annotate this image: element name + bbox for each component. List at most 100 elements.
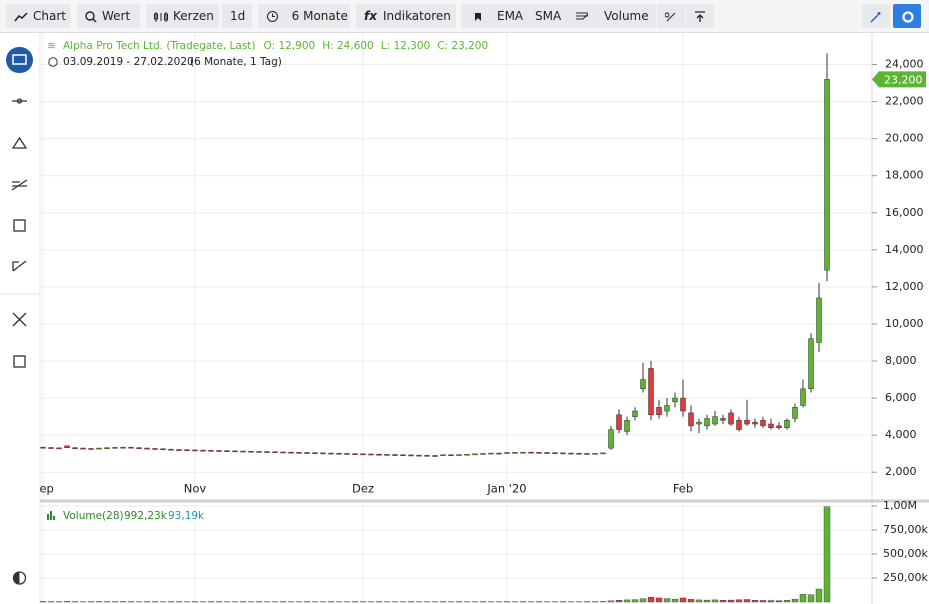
candle-body [48,447,54,449]
volume-bar [823,506,831,603]
toolbar: Chart Wert Kerzen 1d 6 Monate fx Indikato… [0,0,929,33]
volume-bar [783,600,791,603]
candle-body [336,453,342,455]
y-tick-label: 14,000 [885,243,924,256]
candle-body [352,453,358,455]
candle-body [520,451,526,454]
button-label: Chart [33,9,66,23]
chart-button[interactable]: Chart [6,4,70,28]
magic-button[interactable] [862,4,890,28]
candle-body [712,416,718,425]
candle-body [624,420,630,432]
y-tick-label: 12,000 [885,280,924,293]
candle-body [488,452,494,455]
volume-bar [647,597,655,603]
candle-body [240,450,246,453]
volume-tick-label: 500,00k [883,547,928,560]
edit-button[interactable] [657,4,685,28]
candle-body [304,452,310,454]
candle-body [112,447,118,449]
candle-body [784,420,790,428]
candle-body [720,418,726,421]
indicators-button[interactable]: fx Indikatoren [356,4,456,28]
legend-value: O: 12,900 [264,40,316,52]
candle-body [248,451,254,453]
candle-body [512,452,518,454]
candle-body [808,338,814,390]
active-tool[interactable] [6,47,33,73]
x-tick-label: Feb [673,482,693,496]
candle-body [496,452,502,455]
candle-body [160,448,166,451]
candle-body [440,454,446,457]
volume-bar [727,599,735,603]
indicator-group: EMA SMA Volume [461,4,656,28]
volume-bar [751,600,759,603]
volume-bar [719,600,727,603]
candle-body [232,450,238,453]
volume-bar [655,597,663,603]
export-button[interactable] [686,4,714,28]
volume-bar [63,601,71,603]
candle-body [448,454,454,457]
y-tick-label: 20,000 [885,132,924,145]
sma-button[interactable]: SMA [535,9,562,23]
candle-body [704,418,710,427]
candles-button[interactable]: Kerzen [146,4,219,28]
legend-value: L: 12,300 [381,40,430,52]
volume-bar [767,600,775,603]
chart-title: Alpha Pro Tech Ltd. (Tradegate, Last) [63,40,256,52]
volume-bar [679,597,687,603]
candle-body [224,450,230,452]
value-button[interactable]: Wert [77,4,140,28]
candle-body [536,452,542,454]
candle-body [792,407,798,419]
button-label: Kerzen [173,9,214,23]
interval-button[interactable]: 1d [222,4,252,28]
candle-body [544,452,550,454]
candle-body [560,452,566,455]
candle-body [384,454,390,456]
clock-icon [48,57,58,67]
settings-button[interactable] [893,4,921,28]
candle-body [504,452,510,454]
volume-tick-label: 250,00k [883,571,928,584]
last-price-label: 23,200 [884,73,923,86]
candle-body [608,429,614,449]
volume-bar [711,599,719,603]
ema-button[interactable]: EMA [497,9,524,23]
theme-icon[interactable] [13,572,20,584]
candle-body [288,451,294,454]
last-price-tag [872,71,926,88]
candle-body [648,368,654,416]
candle-body [592,453,598,455]
candle-body [176,449,182,451]
y-tick-label: 8,000 [885,354,917,367]
candle-body [464,453,470,456]
date-range: 03.09.2019 - 27.02.2020 [63,56,194,68]
candle-body [632,410,638,417]
volume-button[interactable]: Volume [604,9,649,23]
x-tick-label: Dez [352,482,374,496]
candle-body [696,421,702,425]
tool-icons[interactable] [11,98,28,585]
y-tick-label: 24,000 [885,58,924,71]
candle-body [64,445,70,448]
candle-body [88,448,94,450]
volume-bar [791,598,799,603]
candle-body [368,453,374,456]
volume-bar [743,599,751,603]
range-button[interactable]: 6 Monate [258,4,350,28]
volume-bar [695,599,703,603]
candle-body [200,449,206,452]
candle-body [344,453,350,455]
candle-body [392,454,398,456]
candle-body [144,447,150,450]
legend-icon: ≋ [47,40,56,52]
candle-body [256,451,262,453]
candle-body [584,453,590,455]
candle-body [120,446,126,449]
x-tick-label: Jan '20 [486,482,526,496]
